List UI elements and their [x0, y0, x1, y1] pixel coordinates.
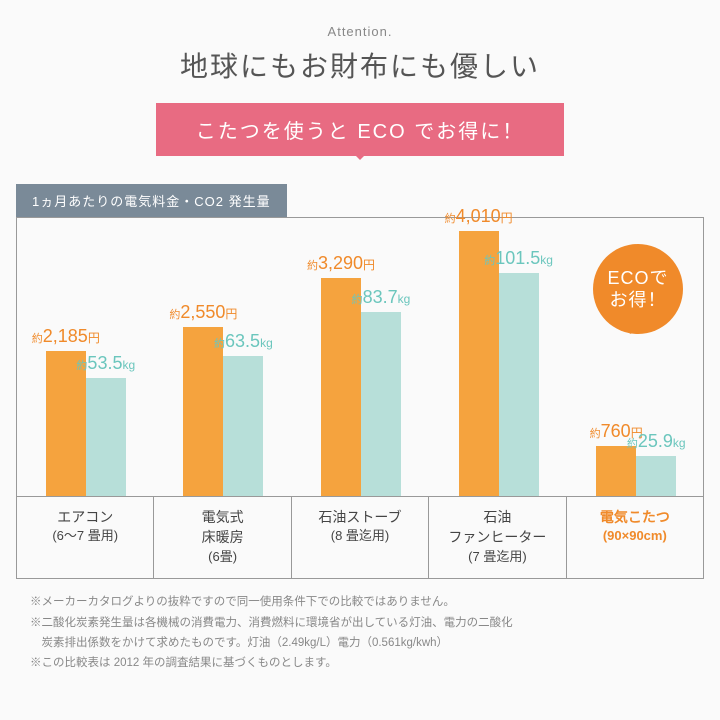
co2-label: 約25.9kg: [627, 431, 686, 452]
eco-bubble-line2: お得！: [610, 289, 667, 312]
section-title-wrap: 1ヵ月あたりの電気料金・CO2 発生量: [16, 184, 720, 217]
co2-bar: 約83.7kg: [361, 312, 401, 496]
cost-label: 約2,185円: [32, 326, 100, 347]
co2-label: 約83.7kg: [352, 287, 411, 308]
co2-label: 約101.5kg: [484, 248, 553, 269]
category-label: 電気式床暖房(6畳): [154, 497, 291, 578]
category-label: 石油ストーブ(8 畳迄用): [292, 497, 429, 578]
co2-bar: 約25.9kg: [636, 456, 676, 496]
cost-label: 約2,550円: [169, 302, 237, 323]
headline: 地球にもお財布にも優しい: [0, 45, 720, 85]
co2-label: 約53.5kg: [76, 353, 135, 374]
category-labels-row: エアコン(6～7 畳用)電気式床暖房(6畳)石油ストーブ(8 畳迄用)石油ファン…: [16, 497, 704, 579]
footnote: ※この比較表は 2012 年の調査結果に基づくものとします。: [30, 654, 690, 674]
bar-group: 約3,290円約83.7kg: [292, 278, 430, 496]
co2-bar: 約101.5kg: [499, 273, 539, 496]
co2-label: 約63.5kg: [214, 331, 273, 352]
cost-bar: 約3,290円: [321, 278, 361, 496]
bar-group: 約760円約25.9kg: [567, 446, 705, 496]
bar-group: 約2,550円約63.5kg: [155, 327, 293, 496]
cost-label: 約4,010円: [445, 206, 513, 227]
category-label: 石油ファンヒーター(7 畳迄用): [429, 497, 566, 578]
eco-banner: こたつを使うと ECO でお得に！: [156, 103, 564, 156]
cost-bar: 約760円: [596, 446, 636, 496]
cost-bar: 約4,010円: [459, 231, 499, 496]
category-label: 電気こたつ(90×90cm): [567, 497, 703, 578]
chart-area: ECOで お得！ 約2,185円約53.5kg約2,550円約63.5kg約3,…: [16, 217, 704, 497]
cost-label: 約3,290円: [307, 253, 375, 274]
eco-bubble-line1: ECOで: [607, 267, 668, 290]
section-title: 1ヵ月あたりの電気料金・CO2 発生量: [16, 184, 287, 217]
eco-bubble: ECOで お得！: [593, 244, 683, 334]
bar-group: 約4,010円約101.5kg: [430, 231, 568, 496]
co2-bar: 約53.5kg: [86, 378, 126, 496]
footnote: ※メーカーカタログよりの抜粋ですので同一使用条件下での比較ではありません。: [30, 593, 690, 613]
footnotes: ※メーカーカタログよりの抜粋ですので同一使用条件下での比較ではありません。※二酸…: [30, 593, 690, 673]
header: Attention. 地球にもお財布にも優しい: [0, 0, 720, 85]
banner-wrap: こたつを使うと ECO でお得に！: [0, 103, 720, 156]
cost-bar: 約2,550円: [183, 327, 223, 496]
co2-bar: 約63.5kg: [223, 356, 263, 496]
footnote: ※二酸化炭素発生量は各機械の消費電力、消費燃料に環境省が出している灯油、電力の二…: [30, 614, 690, 653]
category-label: エアコン(6～7 畳用): [17, 497, 154, 578]
attention-text: Attention.: [0, 24, 720, 39]
bar-group: 約2,185円約53.5kg: [17, 351, 155, 496]
